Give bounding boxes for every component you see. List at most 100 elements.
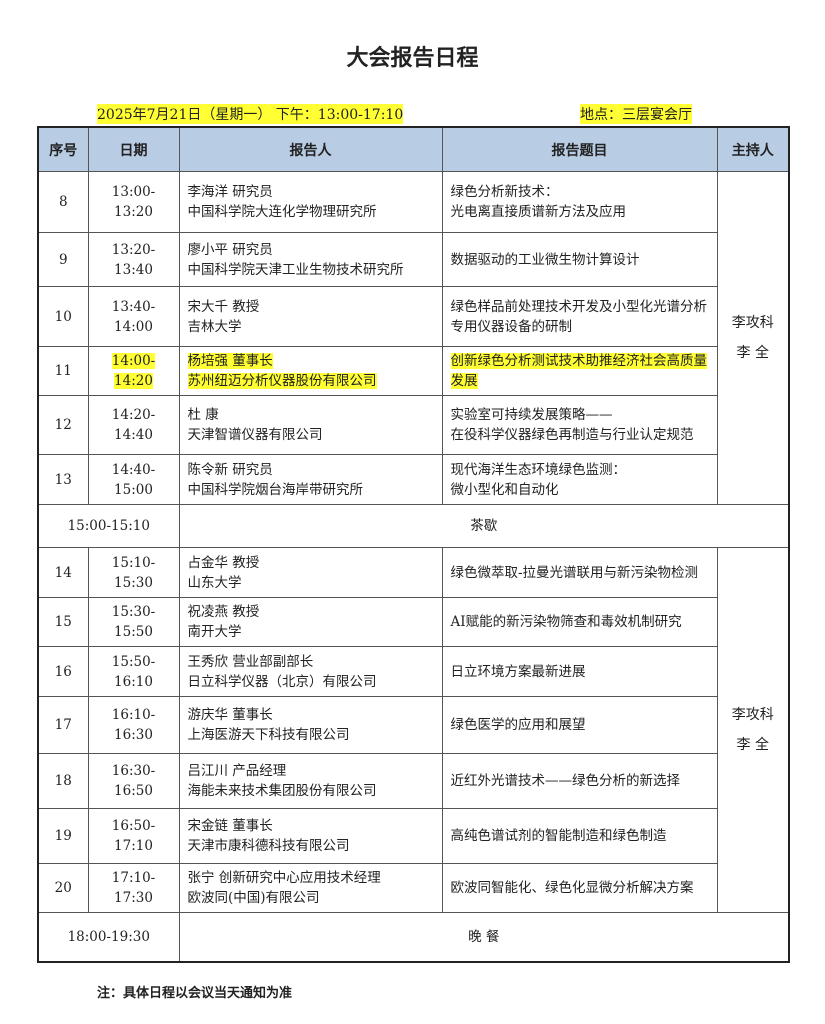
cell-text: 天津市康科德科技有限公司 — [187, 838, 350, 854]
row-topic: 欧波同智能化、绿色化显微分析解决方案 — [441, 863, 718, 913]
row-speaker: 杜 康天津智谱仪器有限公司 — [178, 395, 443, 455]
row-time: 16:30-16:50 — [87, 753, 180, 809]
date-line: 2025年7月21日（星期一） 下午：13:00-17:10 — [97, 104, 404, 124]
cell-text: 南开大学 — [187, 624, 242, 640]
row-time: 16:50-17:10 — [87, 808, 180, 864]
cell-text: 张宁 创新研究中心应用技术经理 — [187, 870, 381, 886]
page-title: 大会报告日程 — [346, 46, 479, 71]
time-text: 17:10-17:30 — [111, 870, 156, 906]
header-no: 序号 — [37, 126, 89, 172]
cell-line: 山东大学 — [188, 573, 434, 593]
table-row: 15 15:30-15:50 祝凌燕 教授 南开大学 AI赋能的新污染物筛查和毒效机制研… — [37, 597, 789, 647]
cell-line: 创新绿色分析测试技术助推经济社会高质量发展 — [450, 351, 709, 391]
cell-text: 绿色分析新技术： — [450, 184, 559, 200]
row-time: 14:40-15:00 — [87, 454, 180, 505]
time-text: 13:00-13:20 — [111, 184, 156, 220]
cell-text: 吕江川 产品经理 — [187, 763, 287, 779]
table-row: 12 14:20-14:40 杜 康天津智谱仪器有限公司 实验室可持续发展策略—— 在役… — [37, 395, 789, 455]
cell-line: 张宁 创新研究中心应用技术经理 — [188, 868, 434, 888]
row-time: 14:20-14:40 — [87, 395, 180, 455]
row-topic: 高纯色谱试剂的智能制造和绿色制造 — [441, 808, 718, 864]
cell-line: 光电离直接质谱新方法及应用 — [451, 202, 709, 222]
cell-line: 吕江川 产品经理 — [188, 761, 434, 781]
table-row: 14 15:10-15:30 占金华 教授 山东大学 绿色微萃取-拉曼光谱联用与新污染物… — [37, 547, 790, 913]
row-number: 9 — [37, 232, 89, 287]
cell-text: 中国科学院天津工业生物技术研究所 — [187, 261, 404, 278]
cell-line: 李海洋 研究员 — [188, 182, 434, 202]
cell-line: 苏州纽迈分析仪器股份有限公司 — [187, 371, 434, 391]
cell-line: 高纯色谱试剂的智能制造和绿色制造 — [451, 826, 709, 846]
cell-text: 占金华 教授 — [187, 554, 260, 571]
cell-line: 欧波同智能化、绿色化显微分析解决方案 — [451, 878, 709, 898]
cell-line: 中国科学院天津工业生物技术研究所 — [188, 260, 434, 280]
host-cell: 李攻科李 全 — [716, 171, 790, 505]
cell-line: 日立科学仪器（北京）有限公司 — [188, 672, 434, 692]
cell-line: 微小型化和自动化 — [451, 480, 709, 500]
cell-line: 中国科学院烟台海岸带研究所 — [188, 480, 434, 500]
header-host: 主持人 — [716, 126, 790, 172]
time-text: 16:30-16:50 — [111, 763, 156, 799]
cell-line: 实验室可持续发展策略—— — [451, 405, 709, 425]
cell-line: 在役科学仪器绿色再制造与行业认定规范 — [451, 425, 709, 445]
cell-text: 创新绿色分析测试技术助推经济社会高质量发展 — [450, 353, 707, 389]
row-time: 15:50-16:10 — [87, 646, 180, 697]
cell-line: 游庆华 董事长 — [188, 705, 434, 725]
header-topic: 报告题目 — [441, 126, 718, 172]
cell-text: 绿色微萃取-拉曼光谱联用与新污染物检测 — [450, 564, 699, 581]
cell-text: 绿色样品前处理技术开发及小型化光谱分析专用仪器设备的研制 — [450, 298, 708, 335]
row-topic: 绿色样品前处理技术开发及小型化光谱分析专用仪器设备的研制 — [441, 286, 718, 347]
row-number: 16 — [37, 646, 89, 697]
row-speaker: 杨培强 董事长 苏州纽迈分析仪器股份有限公司 — [178, 346, 443, 396]
row-number: 11 — [37, 346, 89, 396]
cell-line: 杜 康 — [188, 405, 434, 425]
cell-line: 占金华 教授 — [188, 553, 434, 573]
cell-line: 南开大学 — [188, 622, 434, 642]
table-row: 19 16:50-17:10 宋金链 董事长 天津市康科德科技有限公司 高纯色谱试剂的智… — [37, 808, 789, 864]
time-text: 15:30-15:50 — [111, 604, 156, 640]
cell-text: 光电离直接质谱新方法及应用 — [450, 204, 627, 220]
row-speaker: 祝凌燕 教授 南开大学 — [178, 597, 443, 647]
host-name: 李攻科 — [731, 315, 774, 331]
row-topic: 日立环境方案最新进展 — [441, 646, 718, 697]
row-time: 13:20-13:40 — [87, 232, 180, 287]
row-number: 15 — [37, 597, 89, 647]
row-speaker: 吕江川 产品经理 海能未来技术集团股份有限公司 — [178, 753, 443, 809]
cell-text: 中国科学院烟台海岸带研究所 — [187, 481, 364, 498]
cell-line: 日立环境方案最新进展 — [451, 662, 709, 682]
time-text: 16:10-16:30 — [111, 707, 156, 743]
table-row: 16 15:50-16:10 王秀欣 营业部副部长 日立科学仪器（北京）有限公司 日立环… — [37, 646, 789, 697]
row-number: 8 — [37, 171, 89, 233]
cell-text: 祝凌燕 教授 — [187, 604, 260, 620]
cell-text: 吉林大学 — [187, 318, 242, 335]
cell-text: 高纯色谱试剂的智能制造和绿色制造 — [450, 828, 667, 844]
row-speaker: 张宁 创新研究中心应用技术经理 欧波同(中国)有限公司 — [178, 863, 443, 913]
table-row: 20 17:10-17:30 张宁 创新研究中心应用技术经理 欧波同(中国)有限公司欧… — [37, 863, 789, 913]
cell-line: 宋金链 董事长 — [188, 816, 434, 836]
time-text: 13:40-14:00 — [111, 298, 156, 335]
row-speaker: 占金华 教授山东大学 — [178, 547, 443, 598]
cell-line: 数据驱动的工业微生物计算设计 — [451, 250, 709, 270]
cell-line: 杨培强 董事长 — [187, 351, 434, 371]
cell-line: AI赋能的新污染物筛查和毒效机制研究 — [451, 612, 709, 632]
cell-line: 近红外光谱技术——绿色分析的新选择 — [451, 771, 709, 791]
cell-line: 陈令新 研究员 — [188, 460, 434, 480]
row-time: 13:40-14:00 — [87, 286, 180, 347]
row-topic: 现代海洋生态环境绿色监测： 微小型化和自动化 — [441, 454, 718, 505]
row-topic: 绿色分析新技术： 光电离直接质谱新方法及应用 — [441, 171, 718, 233]
row-topic: 近红外光谱技术——绿色分析的新选择 — [441, 753, 718, 809]
cell-text: 李海洋 研究员 — [187, 184, 273, 200]
cell-text: 在役科学仪器绿色再制造与行业认定规范 — [450, 427, 694, 443]
cell-line: 绿色分析新技术： — [451, 182, 709, 202]
cell-line: 上海医游天下科技有限公司 — [188, 725, 434, 745]
row-topic: 实验室可持续发展策略—— 在役科学仪器绿色再制造与行业认定规范 — [441, 395, 718, 455]
row-topic: 创新绿色分析测试技术助推经济社会高质量发展 — [441, 346, 718, 396]
time-text: 14:20-14:40 — [111, 407, 156, 443]
header-time: 日期 — [87, 126, 180, 172]
cell-text: 上海医游天下科技有限公司 — [187, 727, 350, 743]
cell-line: 天津市康科德科技有限公司 — [188, 836, 434, 856]
host-name: 李攻科 — [731, 707, 774, 723]
break-time: 18:00-19:30 — [37, 912, 180, 962]
venue-line: 地点：三层宴会厅 — [580, 104, 692, 124]
table-row: 13 14:40-15:00 陈令新 研究员 中国科学院烟台海岸带研究所 现代海洋生态环… — [37, 454, 789, 505]
header-row: 序号 日期 报告人 报告题目 主持人 — [37, 126, 790, 172]
